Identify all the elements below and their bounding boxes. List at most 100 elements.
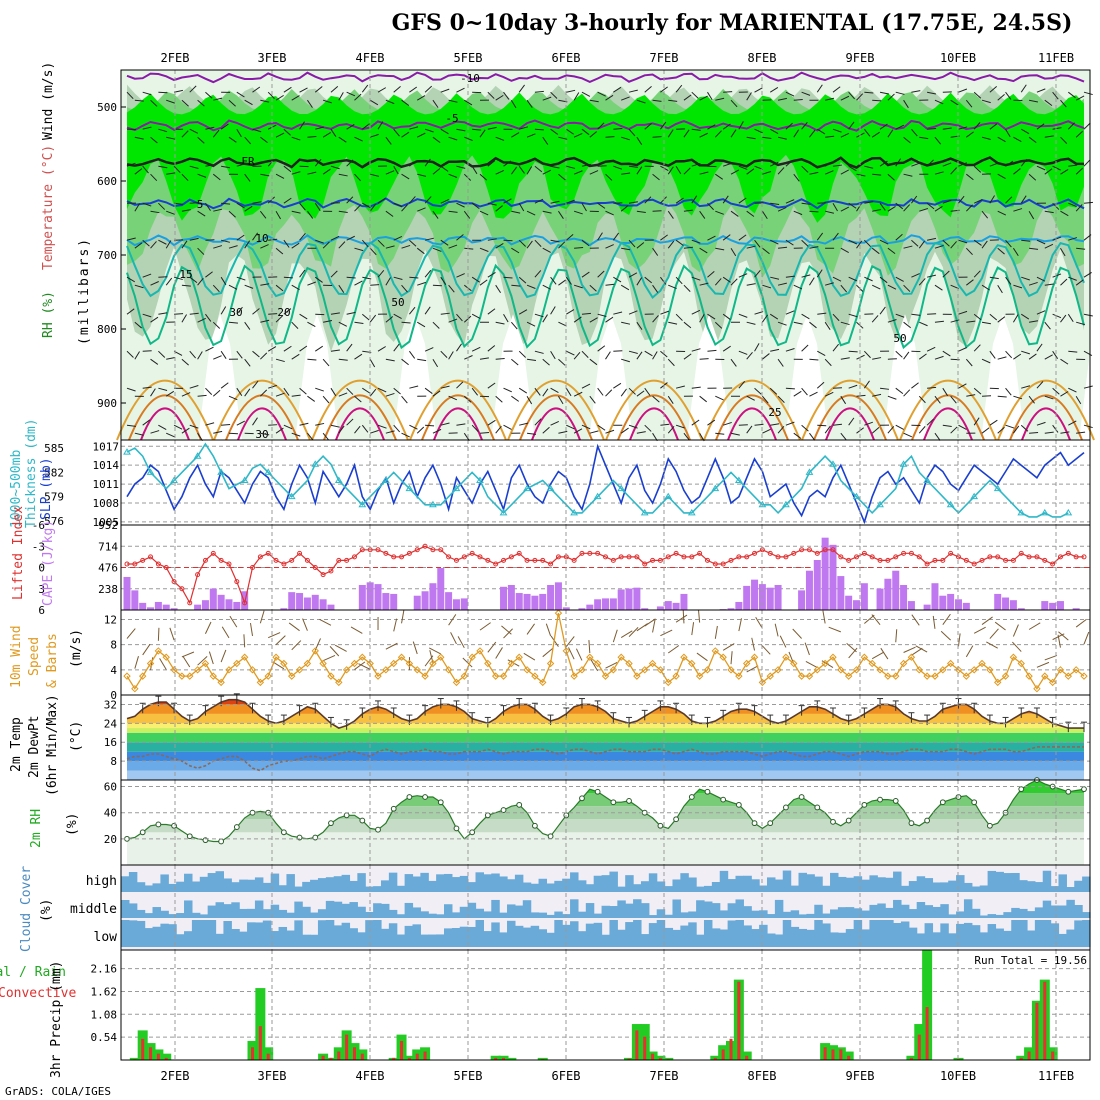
temp-ylabels: 2m Temp 2m DewPt (6hr Min/Max) (°C) [9, 694, 84, 796]
cape-bar [515, 593, 523, 610]
wind-barb [291, 210, 301, 214]
wind-barb [871, 247, 880, 255]
wind-barb [409, 239, 417, 247]
wind-barb [1013, 168, 1021, 175]
wind-barb [683, 209, 693, 212]
wind10m-barb [220, 649, 227, 663]
wind-barb [1012, 247, 1019, 257]
wind10m-barb [774, 623, 779, 637]
wind-barb [722, 123, 731, 130]
wind-barb [1044, 168, 1053, 175]
wind-barb [126, 387, 136, 392]
rh-line [126, 779, 1085, 843]
wind-barb [252, 128, 262, 133]
wind-barb [487, 272, 496, 278]
wind-barb [918, 426, 926, 434]
warm-contour [825, 407, 875, 441]
wind-barb [887, 129, 894, 138]
wind-barb [370, 429, 379, 434]
cloud-cell [278, 909, 288, 918]
wind-barb [738, 313, 748, 318]
wind-barb [691, 276, 701, 281]
slp-ylabel-right: SLP (mb) [39, 457, 54, 520]
wind-barb [370, 284, 380, 286]
wind-barb [479, 129, 486, 138]
lifted-point [140, 557, 146, 563]
wind-barb [785, 421, 795, 426]
wind-barb [918, 240, 926, 249]
cape-ylabel-right: CAPE (J/kg) [41, 520, 56, 606]
wind-barb [652, 99, 662, 102]
wind10m-point [1064, 672, 1073, 680]
wind-barb [495, 395, 503, 403]
wind-barb [879, 387, 890, 390]
warm-contour [409, 379, 507, 441]
wind-barb [197, 99, 205, 107]
wind-barb [816, 232, 824, 241]
wind-barb [620, 388, 627, 397]
wind-barb [166, 99, 175, 104]
wind-barb [675, 197, 684, 204]
wind-barb [456, 234, 464, 241]
cape-bar [523, 593, 531, 610]
cloud-cell [798, 914, 807, 918]
warm-contour [531, 407, 581, 441]
lifted-point [657, 557, 663, 563]
wind-barb [942, 350, 951, 357]
wind-barb [927, 128, 937, 130]
wind-barb [440, 165, 449, 172]
wind-barb [879, 276, 888, 284]
cloud-cell [404, 874, 414, 892]
rh-point [892, 798, 899, 804]
wind10m-point [154, 647, 163, 655]
wind10m-barb [755, 616, 763, 629]
wind-barb [479, 173, 488, 181]
cloud-cell [467, 882, 477, 892]
wind-barb [565, 276, 572, 285]
wind-barb [675, 276, 683, 285]
cloud-cell [956, 923, 965, 947]
cloud-cell [491, 899, 500, 918]
wind-barb [762, 171, 772, 175]
wind-barb [510, 99, 517, 109]
wind-ylabels: 10m Wind Speed & Barbs (m/s) [9, 625, 84, 688]
cloud-cell [546, 932, 555, 947]
wind-barb [628, 201, 638, 204]
wind-barb [966, 320, 976, 323]
wind-barb [393, 343, 400, 352]
wind-barb [424, 128, 434, 133]
date-label-top: 4FEB [356, 51, 385, 65]
wind-barb [958, 347, 967, 352]
isotherm-fr [126, 156, 1085, 170]
wind10m-barb [526, 623, 535, 635]
cloud-cell [554, 911, 563, 918]
contour-label: 15 [179, 268, 192, 281]
cloud-cell [885, 907, 894, 918]
wind10m-point [970, 666, 978, 674]
wind-barb [1020, 128, 1030, 135]
cape-bar [900, 585, 908, 610]
cloud-cell [1058, 933, 1067, 947]
wind-barb [581, 202, 587, 212]
cloud-cell [191, 881, 201, 892]
cloud-cell [774, 879, 784, 892]
wind-barb [432, 358, 439, 368]
wind-barb [793, 210, 803, 216]
wind-barb [746, 351, 753, 360]
lifted-point [783, 554, 789, 560]
wind-barb [777, 136, 787, 140]
wind-barb [997, 136, 1006, 143]
wind-barb [863, 380, 870, 389]
wind-barb [652, 136, 662, 138]
wind-barb [683, 129, 690, 138]
wind-barb [330, 387, 337, 397]
cloud-cell [877, 920, 886, 947]
wind-barb [134, 284, 144, 289]
wind-barb [534, 198, 544, 204]
wind-barb [1068, 276, 1077, 281]
wind-barb [267, 346, 277, 352]
lifted-point [508, 554, 514, 560]
cloud-cell [278, 926, 288, 947]
wind10m-barb [428, 647, 441, 655]
